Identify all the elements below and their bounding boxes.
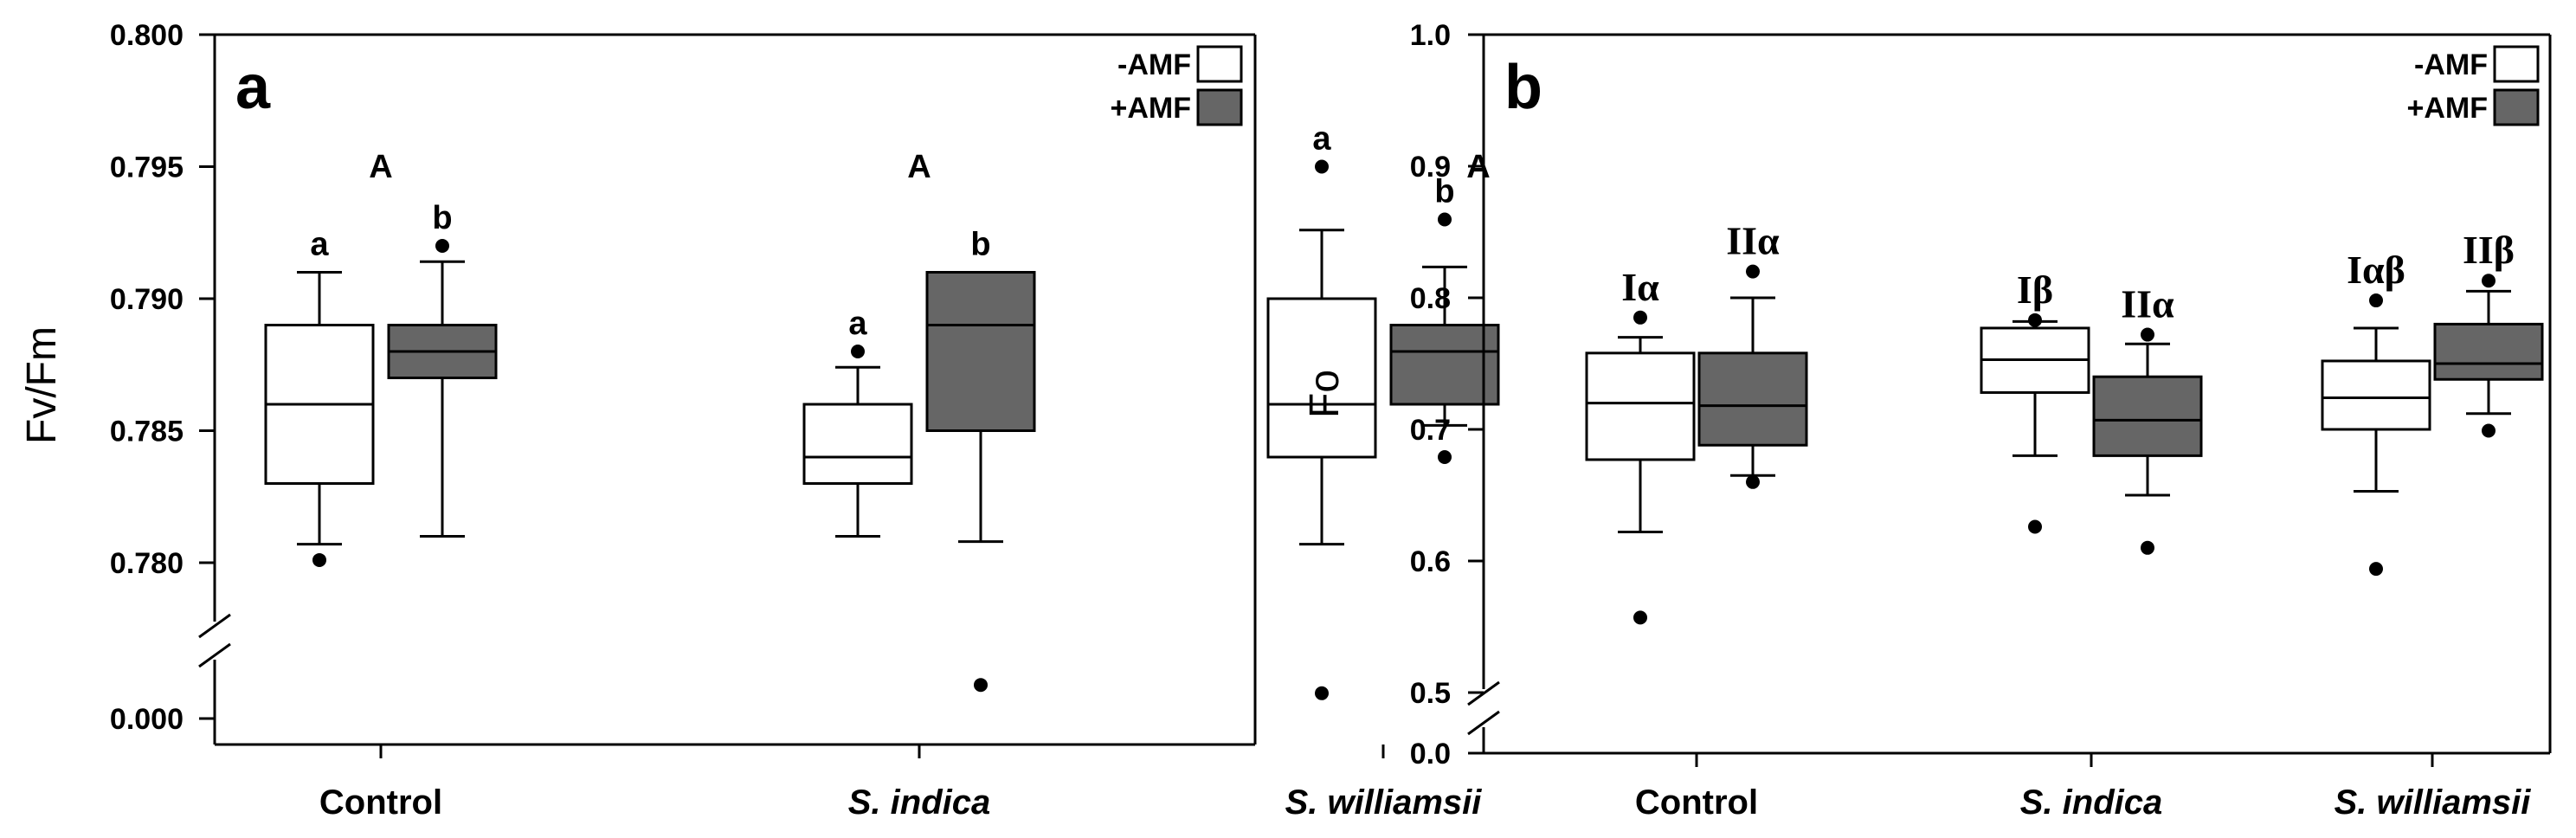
panel-a-box-body (1266, 297, 1377, 459)
panel-a-legend-neg-label: -AMF (1117, 48, 1191, 81)
panel-a-legend-pos-swatch (1196, 88, 1243, 126)
panel-b-y-tick-label: 0.6 (1410, 545, 1451, 578)
panel-b-legend: -AMF +AMF (2407, 45, 2540, 126)
panel-b-box-pos-0: IIα (1697, 219, 1808, 489)
panel-a-legend: -AMF +AMF (1111, 45, 1243, 126)
panel-b-x-tick-label: S. williamsii (2334, 783, 2532, 822)
panel-b-axes: 1.0 0.9 0.8 0.7 0.6 0.5 0.0 Control S. indica S. … (1410, 19, 2552, 822)
panel-b-box-pos-2: IIβ (2433, 228, 2544, 438)
panel-a-box-neg-2: a (1266, 121, 1377, 700)
panel-b-legend-neg-label: -AMF (2414, 48, 2488, 81)
panel-b-y-tick-label: 0.8 (1410, 282, 1451, 315)
panel-b-y-tick-label: 1.0 (1410, 19, 1451, 52)
panel-a-axes: 0.800 0.795 0.790 0.785 0.780 0.000 Control S. … (110, 19, 1482, 822)
panel-b-outlier-point (1746, 474, 1760, 489)
panel-a-significance-letter: b (432, 200, 452, 236)
panel-a-y-tick-label: 0.790 (110, 283, 184, 316)
panel-a-significance-letter: b (970, 227, 990, 263)
panel-b-significance-letter: Iα (1621, 265, 1659, 309)
panel-b-legend-neg-swatch (2493, 45, 2540, 83)
panel-b-axis-break-mark-lower (1467, 710, 1500, 736)
panel-b-legend-pos-label: +AMF (2407, 92, 2489, 125)
panel-a-outlier-point (851, 345, 865, 358)
panel-b-letter: b (1504, 53, 1542, 122)
panel-a-y-tick-label: 0.780 (110, 547, 184, 580)
panel-b-significance-letter: IIβ (2463, 228, 2515, 272)
panel-b-outlier-point (2141, 327, 2154, 342)
panel-b-box-body (1585, 351, 1696, 461)
panel-a-y-tick-label: 0.785 (110, 416, 184, 448)
panel-b-outlier-point (1746, 264, 1760, 279)
panel-b-outlier-point (1633, 610, 1647, 625)
panel-b-outlier-point (2141, 540, 2154, 555)
panel-a-x-tick-label: Control (319, 783, 442, 822)
panel-b-outlier-point (2369, 562, 2383, 577)
panel-a-box-body (802, 403, 913, 485)
panel-b-boxes: Iα Iβ Iαβ IIα IIα IIβ (1585, 219, 2544, 625)
panel-a-significance-letter: a (310, 227, 329, 263)
panel-a-y-tick-label-break: 0.000 (110, 703, 184, 736)
panel-a-x-tick-label: S. indica (848, 783, 991, 822)
panel-a-x-tick-label: S. williamsii (1285, 783, 1483, 822)
panel-b-outlier-point (1633, 310, 1647, 325)
panel-a-outlier-point (1438, 450, 1452, 464)
panel-b-significance-letter: Iβ (2017, 268, 2053, 312)
panel-a-box-body (925, 271, 1036, 432)
panel-b-significance-letter: Iαβ (2347, 248, 2405, 292)
panel-b-box-pos-1: IIα (2092, 282, 2203, 555)
panel-a-axis-break-mark-lower (198, 642, 231, 668)
panel-a-y-tick-label: 0.795 (110, 151, 184, 184)
panel-b-outlier-point (2482, 423, 2496, 438)
panel-a-significance-letter: b (1434, 174, 1454, 210)
panel-b-outlier-point (2482, 274, 2496, 288)
panel-a-box-body (1389, 324, 1500, 406)
panel-b-y-tick-label-break: 0.0 (1410, 738, 1451, 770)
panel-a-outlier-point (312, 552, 326, 567)
panel-b-y-tick-label: 0.9 (1410, 151, 1451, 184)
panel-b-box-body (2433, 322, 2544, 381)
panel-a-box-pos-0: b (387, 200, 498, 538)
panel-b-x-tick-label: Control (1635, 783, 1758, 822)
panel-b-x-tick-label: S. indica (2020, 783, 2163, 822)
panel-a-legend-pos-label: +AMF (1111, 92, 1192, 125)
panel-b-significance-letter: IIα (1726, 219, 1780, 263)
panel-b-chart: 1.0 0.9 0.8 0.7 0.6 0.5 0.0 Control S. indica S. … (1302, 19, 2552, 822)
panel-b-box-neg-1: Iβ (1980, 268, 2090, 534)
panel-a-y-tick-label: 0.800 (110, 19, 184, 52)
panel-a-box-neg-1: a (802, 306, 913, 538)
panel-a-letter: a (235, 53, 271, 122)
panel-b-y-axis-label: Fo (1302, 370, 1348, 418)
panel-a-outlier-point-below-break (1315, 686, 1329, 700)
panel-b-outlier-point (2369, 293, 2383, 308)
panel-a-significance-letter: a (848, 306, 867, 342)
panel-b-box-body (1697, 351, 1808, 447)
panel-a-axis-break-mark-upper (198, 613, 231, 639)
panel-a-box-pos-1: b (925, 227, 1036, 693)
panel-a-outlier-point (1315, 159, 1329, 174)
panel-b-outlier-point (2028, 313, 2042, 327)
panel-a-outlier-point-below-break (974, 678, 988, 693)
panel-b-box-neg-0: Iα (1585, 265, 1696, 625)
panel-b-legend-pos-swatch (2493, 88, 2540, 126)
panel-b-box-neg-2: Iαβ (2321, 248, 2431, 577)
panel-a-outlier-point (435, 239, 449, 253)
panel-b-significance-letter: IIα (2121, 282, 2174, 326)
panel-a-chart: 0.800 0.795 0.790 0.785 0.780 0.000 Control S. … (19, 19, 1500, 822)
panel-a-legend-neg-swatch (1196, 45, 1243, 83)
panel-b-box-body (2092, 375, 2203, 457)
panel-b-y-tick-label: 0.7 (1410, 414, 1451, 447)
panel-a-significance-letter: a (1312, 121, 1331, 158)
panel-a-box-neg-0: a (264, 227, 375, 567)
panel-a-y-axis-label: Fv/Fm (19, 326, 65, 444)
panel-b-box-body (2321, 359, 2431, 431)
panel-a-box-pos-2: b (1389, 174, 1500, 464)
panel-a-group-letter: A (369, 149, 392, 185)
panel-b-y-tick-label: 0.5 (1410, 677, 1451, 710)
panel-a-group-letter: A (907, 149, 931, 185)
panel-b-outlier-point (2028, 519, 2042, 534)
panel-a-outlier-point (1438, 212, 1452, 227)
